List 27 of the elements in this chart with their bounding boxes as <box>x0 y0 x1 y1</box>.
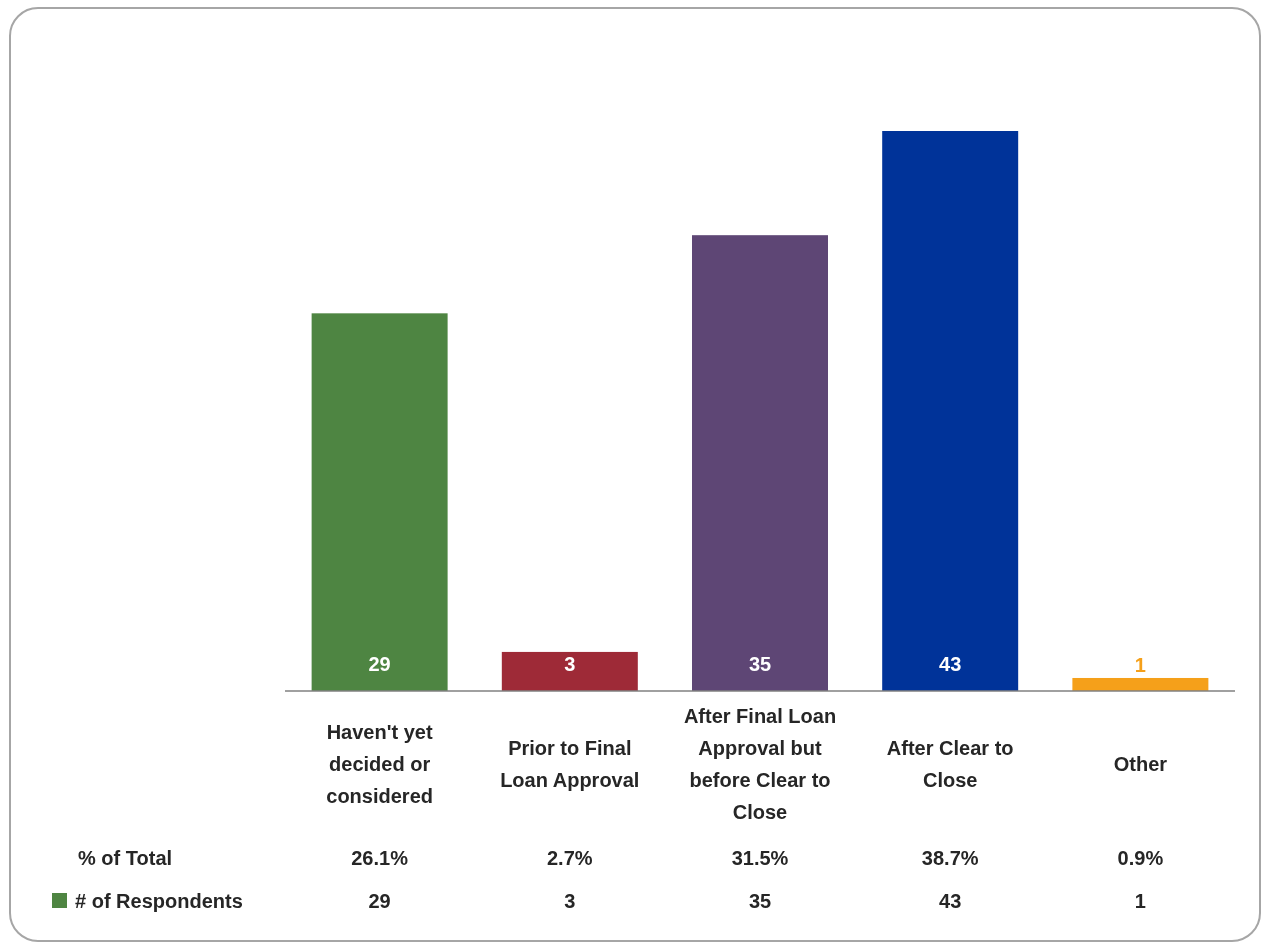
text: 2.7% <box>547 847 593 869</box>
text: 43 <box>939 890 962 912</box>
bar <box>501 651 638 691</box>
bar <box>311 313 448 691</box>
text: % of Total <box>78 847 173 869</box>
bar <box>882 131 1019 691</box>
data-label: 29 <box>368 653 391 675</box>
data-label: 3 <box>564 653 576 675</box>
x-tick-label: Other <box>1113 753 1168 775</box>
bar <box>1072 677 1209 691</box>
text: 1 <box>1134 890 1146 912</box>
legend-label: # of Respondents <box>75 890 243 912</box>
text: 0.9% <box>1117 847 1164 869</box>
bar <box>692 235 828 691</box>
data-label: 43 <box>939 653 962 675</box>
x-tick-label: Prior to Final Loan Approval <box>500 737 640 791</box>
x-tick-label: Haven't yet decided or considered <box>326 721 433 807</box>
x-tick-label: After Final Loan Approval but before Clear to Close <box>683 705 837 823</box>
text: 31.5% <box>731 847 789 869</box>
text: 3 <box>564 890 576 912</box>
text: 29 <box>368 890 391 912</box>
x-tick-label: After Clear to Close <box>886 737 1014 791</box>
data-label: 35 <box>748 653 772 675</box>
text: 26.1% <box>351 847 409 869</box>
text: 38.7% <box>921 847 979 869</box>
data-label: 1 <box>1134 653 1146 676</box>
text: 35 <box>748 890 772 912</box>
